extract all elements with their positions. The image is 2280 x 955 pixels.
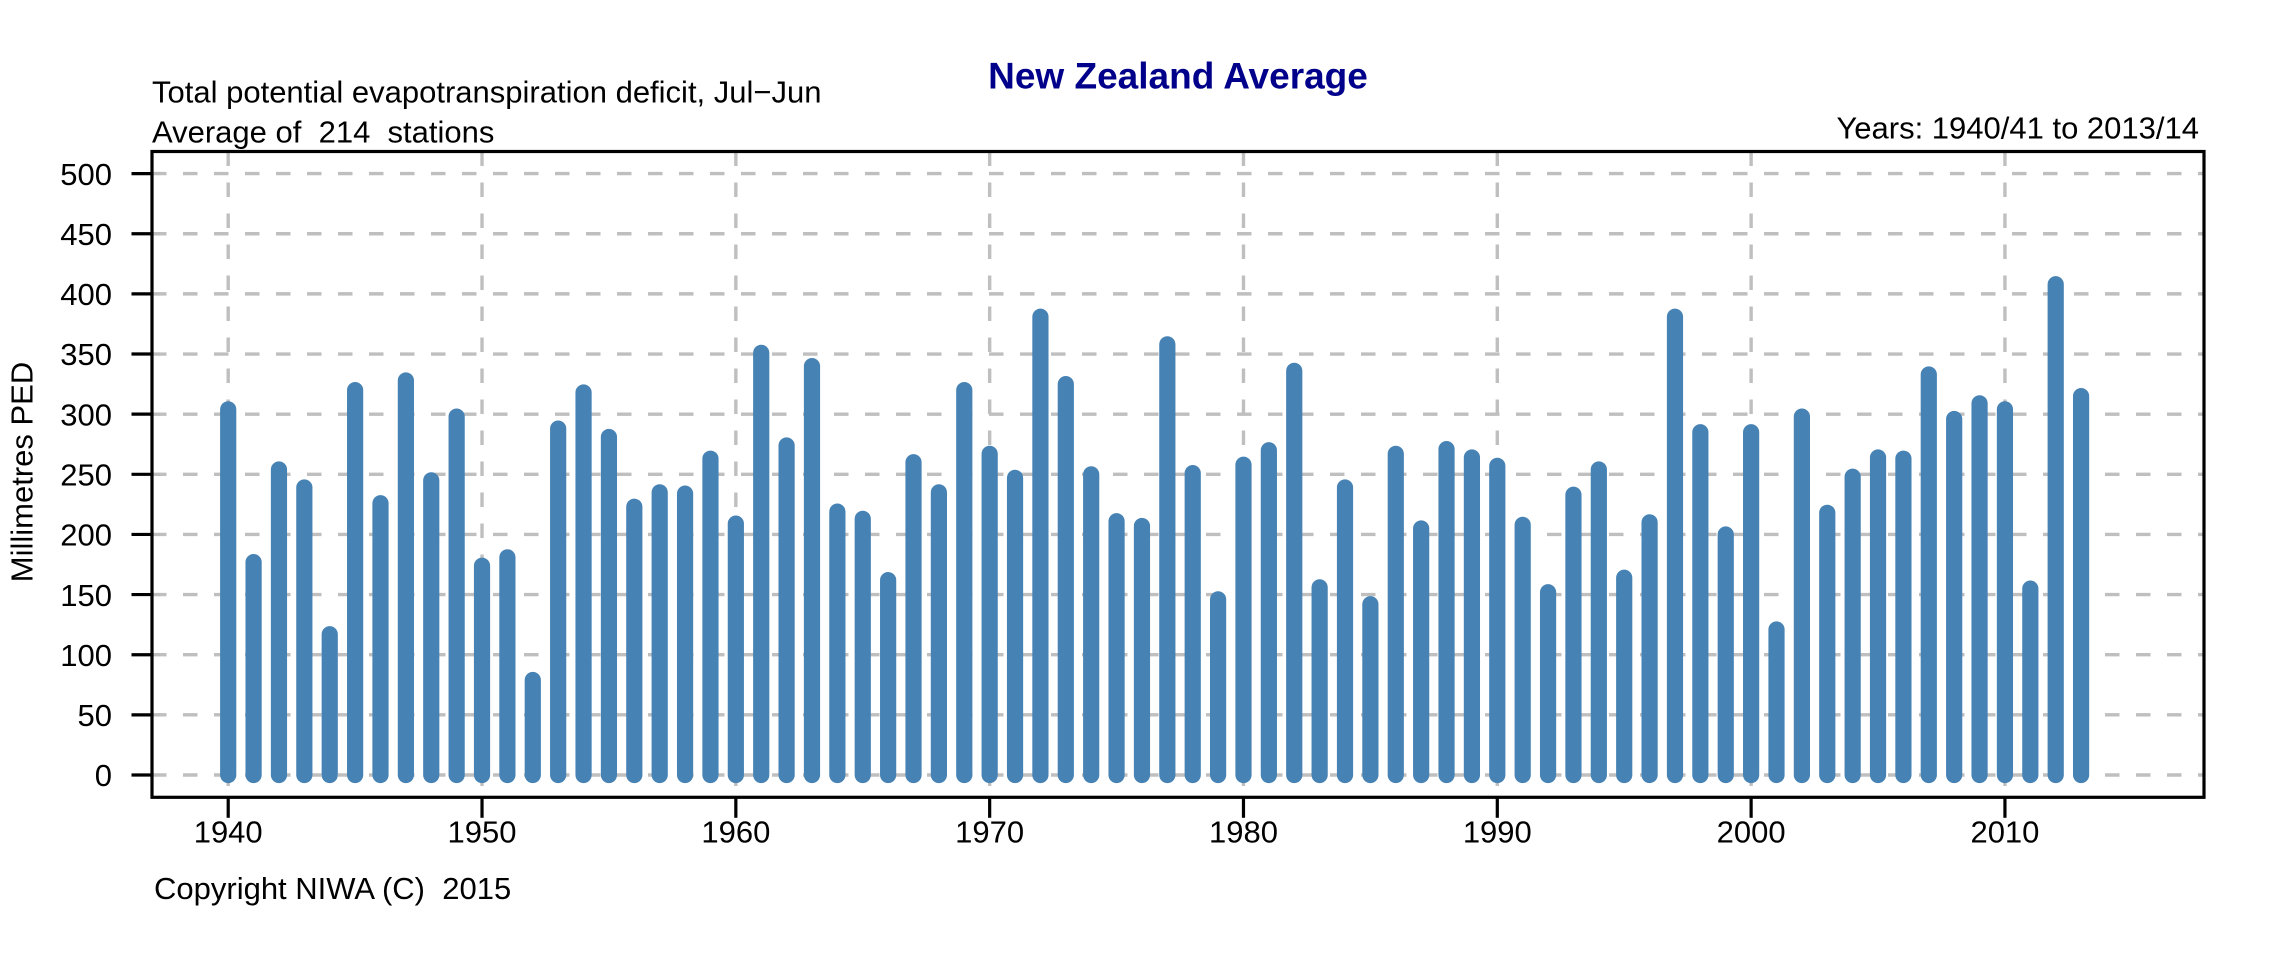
x-tick-label-1980: 1980 [1209,815,1278,850]
x-tick-label-1990: 1990 [1463,815,1532,850]
x-tick-label-1950: 1950 [448,815,517,850]
x-tick-label-1960: 1960 [701,815,770,850]
x-tick-label-1940: 1940 [194,815,263,850]
x-tick-label-1970: 1970 [955,815,1024,850]
y-tick-label-200: 200 [60,518,112,553]
x-tick-label-2000: 2000 [1717,815,1786,850]
y-axis-title: Millimetres PED [5,362,40,582]
bars [220,276,2090,784]
y-tick-label-50: 50 [78,698,112,733]
x-tick-label-2010: 2010 [1970,815,2039,850]
y-tick-label-350: 350 [60,337,112,372]
tick-labels: 0 50 100 150 200 250 300 350 400 450 500 1940 1950 19… [60,157,2039,850]
y-tick-label-100: 100 [60,638,112,673]
axes [131,149,2206,818]
subtitle-line2: Average of 214 stations [152,115,494,150]
chart-title: New Zealand Average [988,56,1368,97]
y-tick-label-500: 500 [60,157,112,192]
y-tick-label-300: 300 [60,397,112,432]
y-tick-label-250: 250 [60,458,112,493]
y-tick-label-150: 150 [60,578,112,613]
years-range-note: Years: 1940/41 to 2013/14 [1836,110,2199,145]
y-tick-label-0: 0 [95,758,112,793]
copyright-note: Copyright NIWA (C) 2015 [154,871,511,906]
subtitle-line1: Total potential evapotranspiration defic… [152,74,822,109]
y-tick-label-400: 400 [60,277,112,312]
y-tick-label-450: 450 [60,217,112,252]
